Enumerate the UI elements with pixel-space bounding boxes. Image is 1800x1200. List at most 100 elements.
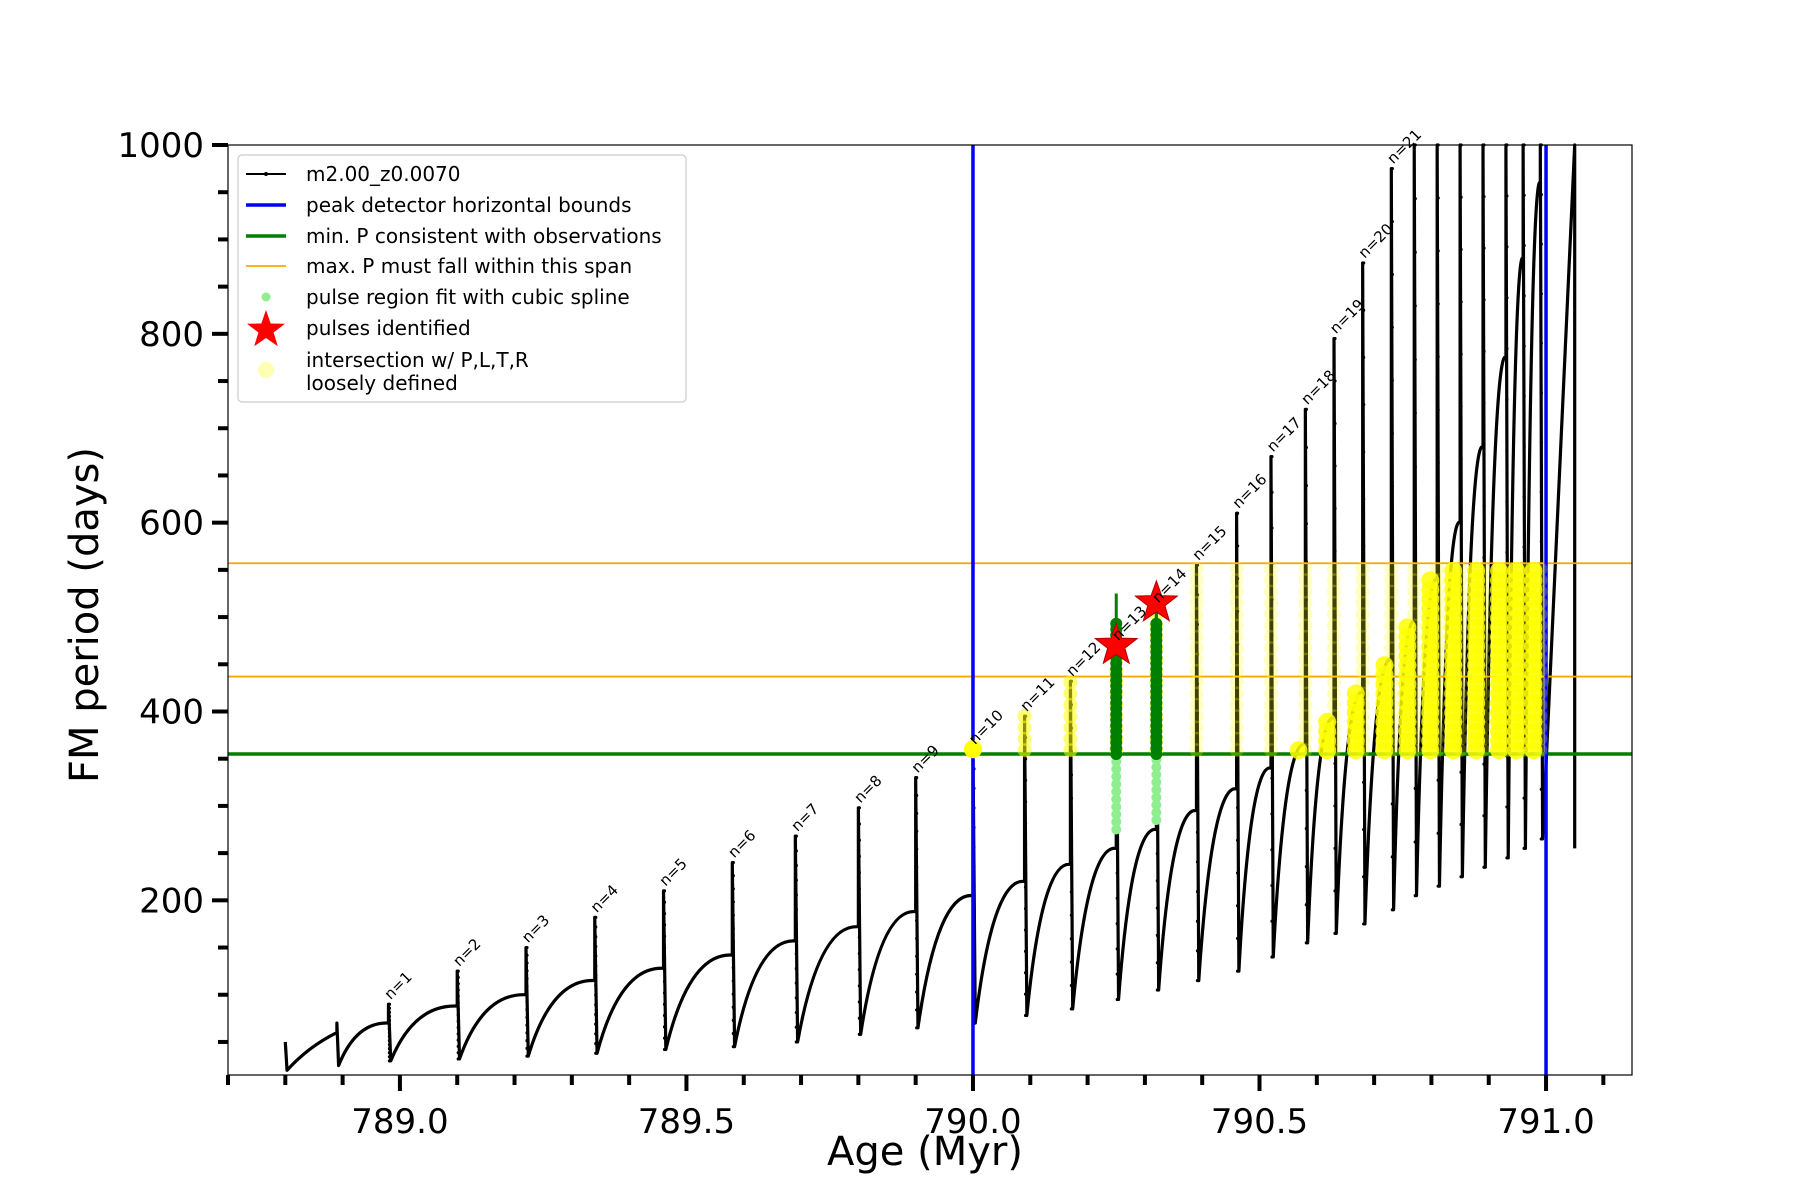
track-marker — [1270, 454, 1274, 459]
track-marker — [387, 1047, 392, 1051]
track-marker — [1235, 936, 1240, 941]
intersection-marker — [1263, 573, 1278, 588]
intersection-marker — [1327, 629, 1342, 644]
intersection-marker — [1229, 720, 1244, 735]
y-axis-label: FM period (days) — [62, 447, 108, 783]
intersection-marker — [1189, 618, 1204, 633]
track-marker — [1155, 879, 1159, 883]
track-marker — [456, 988, 460, 992]
intersection-marker — [1263, 629, 1278, 644]
track-marker — [915, 829, 919, 833]
track-marker — [1304, 903, 1308, 907]
intersection-marker — [1298, 595, 1313, 610]
track-marker — [731, 926, 735, 930]
legend-label: pulses identified — [306, 316, 471, 340]
track-marker — [662, 911, 667, 916]
track-marker — [1539, 242, 1543, 246]
track-marker — [1270, 919, 1274, 923]
intersection-marker — [1298, 652, 1313, 667]
track-marker — [1270, 740, 1274, 745]
track-marker — [1195, 860, 1200, 864]
track-marker — [1390, 272, 1394, 277]
track-marker — [456, 975, 460, 980]
track-marker — [1195, 652, 1200, 656]
track-marker — [594, 1051, 598, 1055]
track-marker — [794, 1010, 798, 1015]
track-marker — [1195, 771, 1200, 775]
track-marker — [456, 1019, 460, 1023]
track-marker — [1270, 812, 1274, 816]
track-marker — [525, 984, 529, 988]
track-marker — [1505, 397, 1509, 402]
track-marker — [594, 1022, 598, 1026]
intersection-marker — [1327, 697, 1342, 712]
intersection-marker — [1189, 743, 1204, 758]
track-marker — [1023, 928, 1028, 932]
intersection-marker — [1229, 675, 1244, 690]
track-marker — [1195, 919, 1200, 923]
track-marker — [1362, 308, 1366, 312]
track-marker — [1522, 344, 1526, 348]
track-marker — [525, 1015, 529, 1019]
y-tick-label: 600 — [139, 504, 204, 544]
track-marker — [1195, 622, 1200, 627]
intersection-marker — [1189, 686, 1204, 701]
track-marker — [387, 1034, 392, 1039]
track-marker — [1413, 357, 1417, 362]
track-marker — [1482, 504, 1486, 508]
track-marker — [387, 1055, 392, 1059]
track-marker — [1195, 978, 1200, 983]
track-marker — [1304, 598, 1308, 602]
track-marker — [1482, 194, 1486, 199]
track-marker — [594, 964, 598, 968]
track-marker — [857, 1000, 861, 1004]
intersection-marker — [1355, 663, 1370, 678]
spline-marker — [1151, 807, 1162, 818]
intersection-marker — [1229, 595, 1244, 610]
track-marker — [1390, 167, 1394, 171]
track-marker — [1195, 949, 1200, 953]
legend-box — [237, 154, 687, 403]
track-marker — [387, 1039, 392, 1043]
track-marker — [1304, 941, 1308, 945]
intersection-marker — [1189, 629, 1204, 644]
x-tick-label: 789.0 — [351, 1102, 448, 1142]
legend-handle-pulse-star — [247, 310, 285, 347]
legend-handle-track-marker — [264, 172, 268, 176]
intersection-marker — [1327, 641, 1342, 656]
track-marker — [1069, 937, 1073, 941]
x-tick-label: 789.5 — [638, 1102, 735, 1142]
track-marker — [731, 953, 735, 957]
track-marker — [456, 1038, 460, 1042]
track-marker — [525, 969, 529, 973]
track-marker — [1115, 997, 1119, 1002]
track-marker — [1436, 778, 1440, 782]
track-marker — [1539, 292, 1543, 296]
reference-lines — [228, 145, 1632, 1075]
track-marker — [456, 1032, 460, 1036]
intersection-marker — [1063, 720, 1078, 735]
track-marker — [1436, 355, 1440, 359]
track-marker — [456, 1013, 460, 1017]
intersection-marker — [963, 740, 982, 759]
track-marker — [731, 1018, 735, 1022]
track-marker — [1023, 757, 1028, 761]
track-marker — [1023, 842, 1028, 847]
intersection-marker — [1189, 607, 1204, 622]
track-marker — [1270, 669, 1274, 673]
track-marker — [1482, 246, 1486, 250]
track-marker — [525, 1039, 529, 1043]
track-marker — [1023, 949, 1028, 953]
track-marker — [1436, 196, 1440, 200]
track-marker — [731, 1005, 735, 1009]
track-marker — [594, 993, 598, 997]
intersection-marker — [1398, 618, 1417, 637]
track-marker — [1304, 865, 1308, 869]
overlay-markers — [963, 561, 1548, 835]
track-marker — [1235, 740, 1240, 744]
track-marker — [915, 775, 919, 780]
intersection-marker — [1229, 561, 1244, 576]
track-marker — [1362, 780, 1366, 784]
track-marker — [1362, 827, 1366, 832]
intersection-marker — [1263, 641, 1278, 656]
